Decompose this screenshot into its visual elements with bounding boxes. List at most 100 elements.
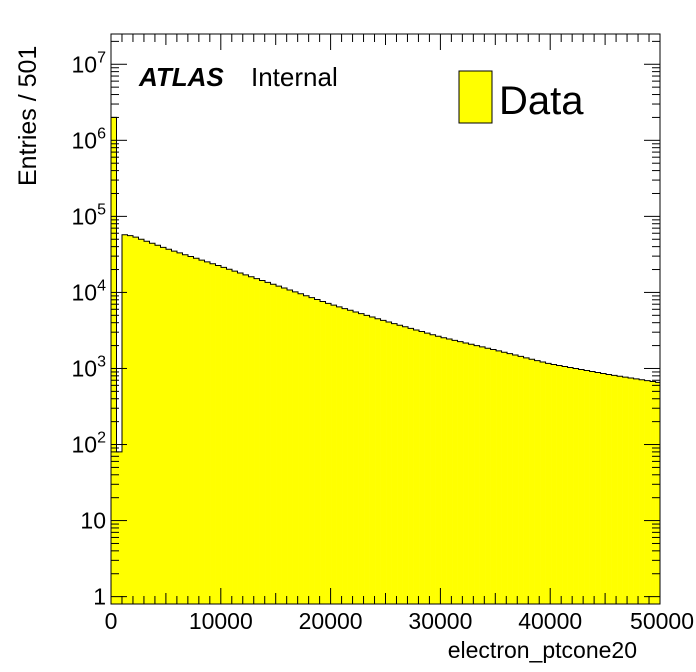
histogram-bar — [474, 345, 480, 604]
x-tick-label: 0 — [105, 608, 118, 634]
histogram-bar — [347, 310, 354, 604]
histogram-bar — [397, 325, 403, 604]
histogram-bar — [171, 251, 178, 604]
histogram-bar — [551, 364, 557, 604]
histogram-bar — [452, 340, 458, 604]
histogram-bar — [567, 367, 574, 604]
histogram-bar — [364, 315, 370, 604]
histogram-bar — [320, 301, 326, 604]
histogram-bar — [336, 306, 343, 604]
histogram-outline — [110, 116, 661, 604]
x-tick-label: 30000 — [408, 608, 472, 634]
histogram-bar — [221, 267, 227, 604]
axis-ticks — [110, 34, 661, 604]
histogram-bar — [325, 303, 332, 604]
histogram-bar — [468, 344, 475, 604]
x-axis-label: electron_ptcone20 — [448, 637, 637, 663]
histogram-bar — [446, 339, 453, 604]
histogram-bar — [496, 350, 502, 604]
histogram-bar — [501, 352, 508, 604]
histogram-bar — [430, 334, 436, 604]
histogram-bar — [606, 374, 612, 604]
x-tick-label: 10000 — [189, 608, 253, 634]
y-tick-label: 104 — [72, 277, 107, 305]
histogram-bar — [523, 357, 530, 604]
histogram-bar — [111, 117, 117, 604]
histogram-bar — [303, 295, 310, 604]
y-tick-label: 105 — [72, 201, 107, 229]
histogram-bar — [281, 288, 288, 604]
atlas-label: ATLAS — [138, 62, 224, 92]
y-tick-exponent: 5 — [97, 201, 106, 218]
y-tick-exponent: 2 — [97, 430, 106, 447]
y-tick-label: 1 — [93, 584, 106, 610]
y-tick-label: 10 — [80, 508, 106, 534]
histogram-bar — [611, 375, 618, 604]
histogram-bar — [127, 235, 134, 604]
legend-swatch — [458, 70, 493, 124]
y-tick-label: 102 — [72, 430, 107, 458]
histogram-bar — [292, 291, 299, 604]
histogram-bar — [402, 326, 409, 604]
histogram-bar — [633, 378, 640, 604]
y-tick-label: 106 — [72, 125, 107, 153]
histogram-bar — [408, 328, 414, 604]
histogram-bar — [160, 247, 167, 605]
histogram-bar — [155, 245, 161, 604]
internal-label: Internal — [251, 62, 338, 92]
histogram-bar — [534, 360, 541, 604]
histogram-bar — [270, 284, 277, 604]
histogram-bar — [204, 261, 211, 604]
histogram-bar — [248, 276, 255, 604]
histogram-bar — [375, 318, 381, 604]
histogram-bar — [226, 269, 233, 604]
histogram-bar — [237, 273, 244, 604]
histogram-bar — [138, 239, 145, 604]
histogram-bar — [622, 377, 629, 604]
histogram-bar — [617, 376, 623, 604]
histogram-bar — [133, 237, 139, 604]
histogram-bar — [479, 346, 486, 604]
histogram-bar — [358, 313, 365, 604]
y-tick-label: 103 — [72, 353, 107, 381]
histogram-bar — [545, 363, 552, 604]
histogram-bar — [210, 263, 216, 604]
histogram-bar — [380, 320, 387, 604]
histogram-bar — [287, 289, 293, 604]
histogram-bar — [573, 368, 579, 604]
histogram-bar — [298, 293, 304, 604]
histogram-bar — [457, 341, 464, 604]
histogram-bar — [485, 348, 491, 604]
histogram-bar — [644, 380, 651, 604]
histogram-bar — [259, 280, 266, 604]
histogram-bar — [144, 241, 150, 604]
histogram-bar — [441, 337, 447, 604]
histogram-bar — [369, 317, 376, 604]
histogram-bar — [595, 372, 601, 604]
histogram-bar — [276, 286, 282, 604]
histogram-bar — [463, 342, 469, 604]
histogram-bar — [589, 371, 596, 604]
histogram-bar — [639, 379, 645, 604]
histogram-bar — [199, 260, 205, 604]
histogram-bar — [584, 370, 590, 604]
histogram-bar — [386, 322, 392, 604]
histogram-bar — [655, 382, 661, 604]
histogram-bar — [122, 234, 128, 605]
histogram-bar — [435, 336, 442, 604]
histogram-bar — [177, 252, 183, 605]
y-tick-exponent: 6 — [97, 125, 106, 142]
x-tick-label: 20000 — [299, 608, 363, 634]
histogram-bar — [391, 323, 398, 604]
histogram-bar — [562, 366, 568, 604]
y-tick-label: 107 — [72, 49, 107, 77]
x-tick-label: 40000 — [518, 608, 582, 634]
histogram-bar — [254, 278, 260, 604]
y-tick-exponent: 7 — [97, 49, 106, 66]
histogram-bar — [353, 311, 359, 604]
histogram-bar — [342, 308, 348, 604]
histogram-bar — [424, 333, 431, 604]
y-tick-exponent: 3 — [97, 353, 106, 370]
histogram-bar — [243, 274, 249, 604]
